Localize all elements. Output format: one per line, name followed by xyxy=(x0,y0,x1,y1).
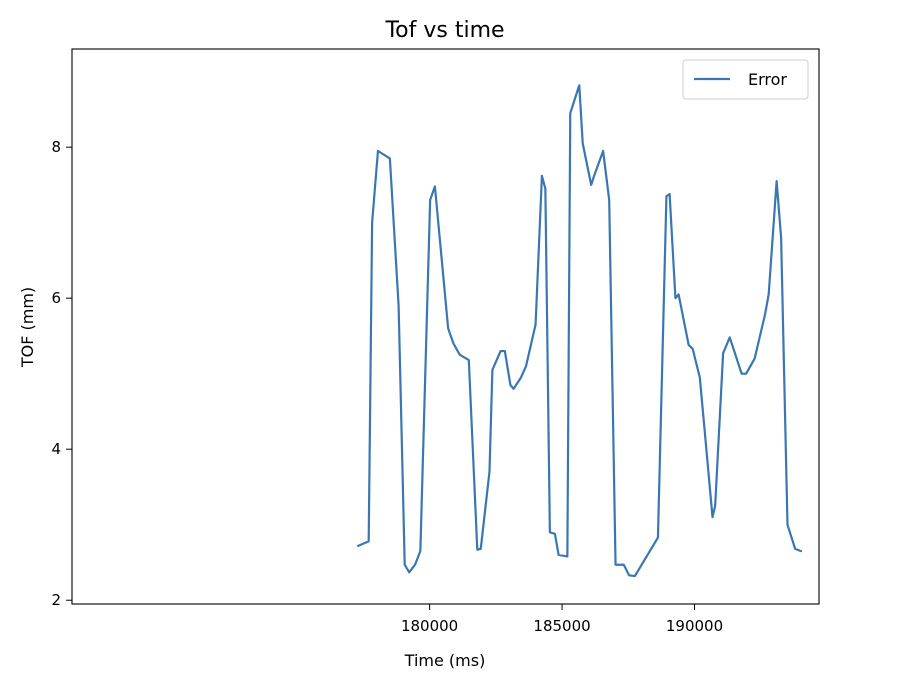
legend-box xyxy=(682,59,809,100)
x-tick-label: 180000 xyxy=(401,617,458,635)
y-tick-label: 6 xyxy=(51,289,61,307)
y-tick-label: 2 xyxy=(51,591,61,609)
legend: Error xyxy=(682,59,809,100)
y-tick-label: 8 xyxy=(51,138,61,156)
y-axis-label: TOF (mm) xyxy=(18,287,37,368)
x-tick-label: 185000 xyxy=(533,617,590,635)
x-axis: 180000 185000 190000 xyxy=(401,604,723,635)
series-line-error xyxy=(356,84,803,578)
chart-title: Tof vs time xyxy=(384,18,504,43)
x-axis-label: Time (ms) xyxy=(404,651,486,670)
y-axis: 2 4 6 8 xyxy=(51,138,72,609)
plot-frame xyxy=(71,48,820,605)
legend-label-error: Error xyxy=(748,70,787,89)
y-tick-label: 4 xyxy=(51,440,61,458)
x-tick-label: 190000 xyxy=(666,617,723,635)
